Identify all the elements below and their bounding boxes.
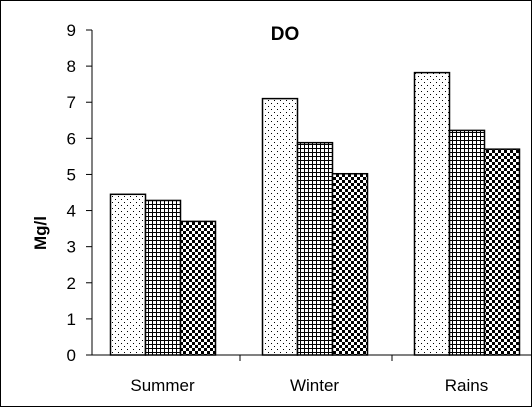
x-tick-label: Rains xyxy=(445,376,488,395)
x-tick-label: Winter xyxy=(290,376,339,395)
bar-rains-dots xyxy=(413,71,451,356)
bar-winter-checker xyxy=(331,172,369,356)
bar-winter-dots xyxy=(261,97,299,356)
bar-summer-dots xyxy=(109,193,147,356)
y-tick-label: 5 xyxy=(67,165,76,184)
bars xyxy=(109,71,521,356)
bar-rains-grid xyxy=(448,129,486,356)
y-tick-label: 3 xyxy=(67,238,76,257)
x-tick-labels: Summer Winter Rains xyxy=(130,355,488,395)
y-tick-label: 2 xyxy=(67,274,76,293)
y-tick-label: 4 xyxy=(67,202,76,221)
chart-title: DO xyxy=(271,24,300,45)
bar-summer-grid xyxy=(144,199,182,356)
y-tick-label: 6 xyxy=(67,129,76,148)
y-tick-label: 8 xyxy=(67,57,76,76)
y-tick-label: 9 xyxy=(67,21,76,40)
y-ticks: 0 1 2 3 4 5 6 7 8 9 xyxy=(67,21,92,365)
bar-summer-checker xyxy=(179,220,217,356)
bar-winter-grid xyxy=(296,141,334,356)
y-tick-label: 1 xyxy=(67,310,76,329)
bar-rains-checker xyxy=(483,148,521,356)
y-axis-label: Mg/l xyxy=(31,216,50,250)
y-tick-label: 7 xyxy=(67,93,76,112)
y-tick-label: 0 xyxy=(67,346,76,365)
x-tick-label: Summer xyxy=(130,376,195,395)
